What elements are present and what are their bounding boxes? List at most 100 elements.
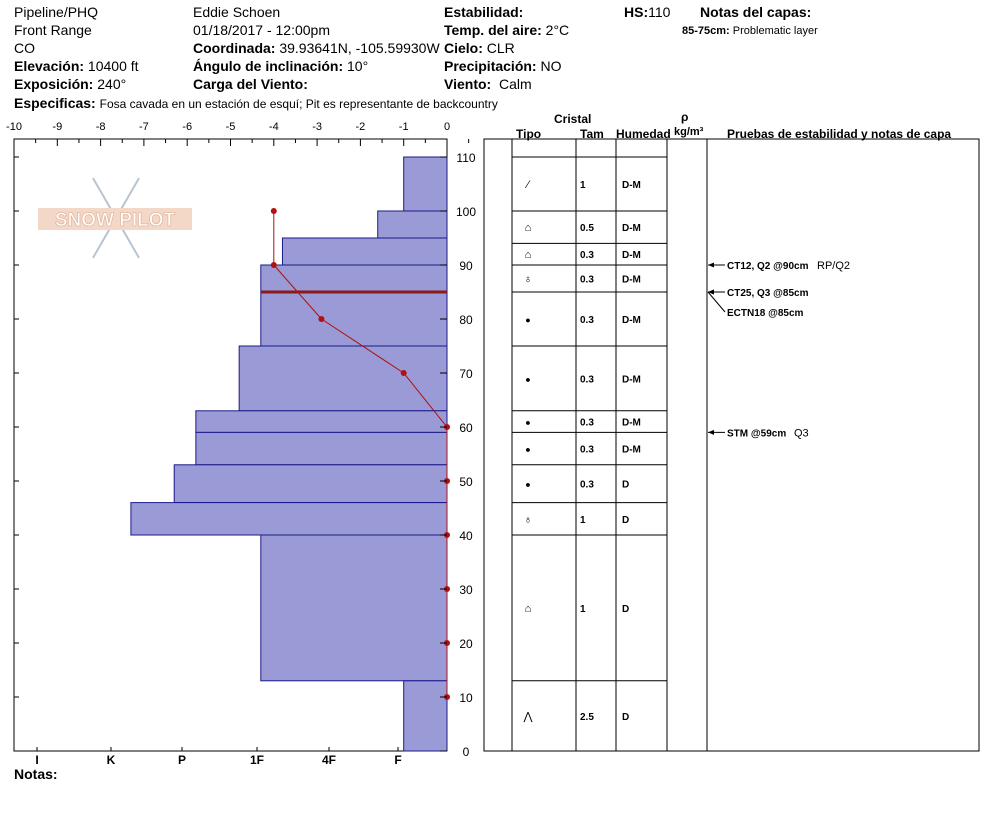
size-header: Tam — [580, 127, 604, 141]
hardness-tick-label: F — [394, 753, 401, 767]
grain-type-icon: ♁ — [524, 274, 532, 286]
temp-tick-label: -1 — [399, 121, 409, 133]
height-tick-label: 80 — [459, 313, 473, 327]
hardness-layer — [403, 156, 448, 212]
grain-size-value: 1 — [580, 604, 586, 615]
height-tick-label: 70 — [459, 367, 473, 381]
test-extra: RP/Q2 — [817, 260, 850, 272]
air-temp-value: 2°C — [545, 22, 570, 38]
test-arrowhead — [708, 289, 714, 295]
hardness-tick-label: P — [178, 753, 186, 767]
moisture-value: D-M — [622, 275, 641, 286]
grain-size-value: 0.3 — [580, 275, 594, 286]
layer-notes-label: Notas del capas: — [700, 4, 812, 20]
hs-row: HS:110 — [624, 4, 670, 20]
logo-banner — [38, 208, 192, 230]
temperature-point — [400, 370, 407, 376]
elevation-value: 10400 ft — [87, 58, 139, 74]
wind-label: Viento: — [444, 76, 492, 92]
tests-header: Pruebas de estabilidad y notas de capa — [727, 127, 952, 141]
grain-size-value: 2.5 — [580, 712, 594, 723]
wind-load-label: Carga del Viento: — [193, 76, 308, 92]
height-tick-label: 110 — [456, 151, 475, 165]
grain-type-icon: ● — [525, 315, 530, 325]
height-tick-label: 90 — [459, 259, 473, 273]
test-label: ECTN18 @85cm — [727, 308, 804, 319]
coordinate-row: Coordinada: 39.93641N, -105.59930W — [193, 40, 440, 56]
grain-size-value: 0.3 — [580, 250, 594, 261]
elevation-label: Elevación: — [14, 58, 85, 74]
test-label: CT25, Q3 @85cm — [727, 288, 809, 299]
grain-type-icon: ⌂ — [525, 222, 532, 234]
moisture-value: D-M — [622, 223, 641, 234]
air-temp-label: Temp. del aire: — [444, 22, 542, 38]
elevation-row: Elevación: 10400 ft — [14, 58, 139, 74]
height-tick-label: 40 — [459, 529, 473, 543]
precip-value: NO — [540, 58, 562, 74]
test-arrow — [707, 291, 726, 313]
grain-type-icon: ● — [525, 374, 530, 384]
moisture-header: Humedad — [616, 127, 671, 141]
height-tick-label: 10 — [459, 691, 473, 705]
notes-label: Notas: — [14, 766, 58, 782]
type-header: Tipo — [516, 127, 542, 141]
grain-type-icon: ⁄ — [524, 179, 531, 191]
grain-type-icon: ⌂ — [525, 603, 532, 615]
grain-size-value: 0.3 — [580, 315, 594, 326]
temp-tick-label: 0 — [444, 121, 450, 133]
grain-size-value: 0.3 — [580, 418, 594, 429]
moisture-value: D — [622, 712, 629, 723]
slope-row: Ángulo de inclinación: 10° — [193, 58, 368, 74]
temperature-point — [270, 262, 277, 268]
height-tick-label: 60 — [459, 421, 473, 435]
temp-tick-label: -5 — [226, 121, 236, 133]
range-name: Front Range — [14, 22, 92, 38]
moisture-value: D-M — [622, 418, 641, 429]
moisture-value: D-M — [622, 315, 641, 326]
precip-label: Precipitación: — [444, 58, 537, 74]
air-temp-row: Temp. del aire: 2°C — [444, 22, 569, 38]
hardness-layer — [403, 680, 448, 752]
crystal-header: Cristal — [554, 112, 592, 126]
hardness-layer — [195, 431, 448, 466]
slope-label: Ángulo de inclinación: — [193, 58, 344, 74]
grain-type-icon: ♁ — [524, 514, 532, 526]
height-tick-label: 30 — [459, 583, 473, 597]
grain-type-icon: ⌂ — [525, 249, 532, 261]
hardness-tick-label: 4F — [322, 753, 336, 767]
moisture-value: D — [622, 480, 629, 491]
slope-value: 10° — [347, 58, 369, 74]
hardness-layer — [195, 410, 448, 433]
observer-name: Eddie Schoen — [193, 4, 281, 20]
moisture-value: D-M — [622, 374, 641, 385]
height-tick-label: 0 — [463, 745, 470, 759]
layer-note-text: Problematic layer — [732, 25, 818, 37]
height-tick-label: 50 — [459, 475, 473, 489]
specifics-row: Especificas: Fosa cavada en un estación … — [14, 95, 498, 112]
grain-type-icon: ● — [525, 480, 530, 490]
aspect-label: Exposición: — [14, 76, 94, 92]
hardness-layer — [377, 210, 448, 239]
state-name: CO — [14, 40, 35, 56]
grain-size-value: 1 — [580, 515, 586, 526]
test-label: CT12, Q2 @90cm — [727, 261, 809, 272]
hardness-layer — [260, 534, 448, 682]
aspect-row: Exposición: 240° — [14, 76, 126, 92]
grain-size-value: 0.3 — [580, 445, 594, 456]
temp-tick-label: -6 — [182, 121, 192, 133]
observation-datetime: 01/18/2017 - 12:00pm — [193, 22, 330, 38]
stability-row: Estabilidad: — [444, 4, 523, 20]
wind-load-row: Carga del Viento: — [193, 76, 308, 92]
grain-size-value: 0.5 — [580, 223, 594, 234]
moisture-value: D-M — [622, 445, 641, 456]
moisture-value: D-M — [622, 180, 641, 191]
hardness-layer — [130, 502, 448, 536]
hardness-layer — [260, 264, 448, 347]
coordinate-value: 39.93641N, -105.59930W — [279, 40, 440, 56]
test-extra: Q3 — [794, 427, 809, 439]
temp-tick-label: -3 — [312, 121, 322, 133]
layer-note-row: 85-75cm: Problematic layer — [682, 23, 818, 39]
specifics-value: Fosa cavada en un estación de esquí; Pit… — [99, 97, 498, 111]
grain-size-value: 1 — [580, 180, 586, 191]
density-symbol: ρ — [681, 110, 689, 124]
